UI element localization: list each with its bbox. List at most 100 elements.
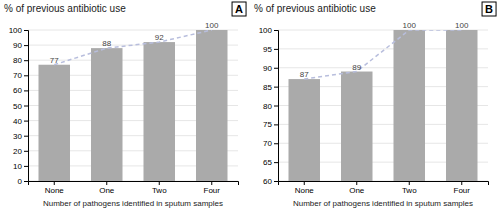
y-tick: 65: [263, 158, 278, 167]
x-tick-mark: [54, 181, 55, 185]
y-tick: 50: [13, 102, 28, 111]
y-tick-mark: [24, 30, 28, 31]
y-tick-label: 65: [263, 158, 272, 167]
y-tick: 20: [13, 147, 28, 156]
x-tick-mark: [304, 181, 305, 185]
y-tick: 40: [13, 117, 28, 126]
x-tick: None: [295, 181, 315, 195]
y-tick: 95: [263, 45, 278, 54]
bar: [394, 30, 426, 181]
y-tick-label: 90: [13, 41, 22, 50]
y-tick: 75: [263, 120, 278, 129]
chart-root: 778892100 0 10 20 30 40 50 60 70 80 90 100 None One Tw…: [0, 0, 500, 211]
y-tick-mark: [274, 162, 278, 163]
y-tick-label: 95: [263, 45, 272, 54]
y-tick-label: 30: [13, 132, 22, 141]
title: % of previous antibiotic use: [254, 3, 376, 14]
y-tick-label: 50: [13, 102, 22, 111]
x-tick-mark: [356, 181, 357, 185]
y-tick-mark: [274, 68, 278, 69]
bar: [144, 42, 176, 181]
y-tick-label: 60: [13, 86, 22, 95]
y-tick-label: 90: [263, 64, 272, 73]
data-label: 87: [300, 70, 309, 79]
x-axis-line: [29, 182, 239, 186]
panel-label-group: A: [232, 2, 246, 16]
marks: [39, 30, 228, 181]
x-tick-label: Four: [454, 186, 471, 195]
y-tick-mark: [274, 124, 278, 125]
x-axis-title: Number of pathogens identified in sputum…: [43, 199, 223, 208]
x-tick: Two: [152, 181, 167, 195]
data-label: 100: [455, 21, 469, 30]
y-tick: 85: [263, 83, 278, 92]
x-axis: None One Two Four: [279, 181, 489, 195]
x-tick: One: [349, 181, 365, 195]
y-tick-mark: [24, 166, 28, 167]
y-tick-mark: [24, 121, 28, 122]
panel: 7788921000102030405060708090100NoneOneTw…: [4, 2, 246, 208]
x-tick-label: Two: [402, 186, 417, 195]
bar: [289, 79, 321, 181]
y-tick-mark: [24, 45, 28, 46]
x-tick-label: Two: [152, 186, 167, 195]
y-tick-mark: [274, 181, 278, 182]
y-tick-label: 100: [259, 26, 273, 35]
panel-label-box: [482, 2, 496, 16]
y-tick-mark: [24, 151, 28, 152]
x-tick-mark: [106, 181, 107, 185]
x-tick-mark: [461, 181, 462, 185]
bar: [341, 72, 373, 181]
data-label: 89: [352, 63, 361, 72]
y-tick-mark: [24, 136, 28, 137]
x-tick-mark: [159, 181, 160, 185]
y-tick-label: 80: [13, 56, 22, 65]
x-tick-label: Four: [204, 186, 221, 195]
y-tick: 0: [18, 177, 28, 186]
y-tick: 60: [263, 177, 278, 186]
y-tick: 90: [263, 64, 278, 73]
data-labels: 8789100100: [300, 21, 469, 79]
plot: 87891001006065707580859095100NoneOneTwoF…: [254, 3, 489, 211]
panel-label-box: [232, 2, 246, 16]
y-tick-mark: [24, 181, 28, 182]
y-tick-mark: [274, 49, 278, 50]
y-tick: 10: [13, 162, 28, 171]
y-tick-mark: [24, 75, 28, 76]
marks: [289, 30, 478, 181]
y-tick-label: 10: [13, 162, 22, 171]
y-axis-line: [274, 31, 279, 182]
title: % of previous antibiotic use: [4, 3, 126, 14]
x-tick-label: None: [295, 186, 315, 195]
x-tick-mark: [211, 181, 212, 185]
y-tick-mark: [274, 87, 278, 88]
plot: 7788921000102030405060708090100NoneOneTw…: [4, 3, 239, 208]
x-tick: Four: [454, 181, 471, 195]
bar: [91, 48, 123, 181]
y-tick: 60: [13, 86, 28, 95]
y-tick-label: 40: [13, 117, 22, 126]
y-tick-mark: [274, 106, 278, 107]
data-label: 92: [155, 33, 164, 42]
x-axis: None One Two Four: [29, 181, 239, 195]
y-axis: 6065707580859095100: [259, 26, 279, 186]
y-tick-label: 70: [263, 139, 272, 148]
data-label: 77: [50, 56, 59, 65]
y-tick: 70: [13, 71, 28, 80]
x-tick: None: [45, 181, 65, 195]
data-labels: 778892100: [50, 21, 219, 65]
y-tick: 80: [13, 56, 28, 65]
y-axis: 0102030405060708090100: [9, 26, 29, 186]
y-tick: 70: [263, 139, 278, 148]
x-tick-label: One: [99, 186, 115, 195]
y-tick-mark: [274, 143, 278, 144]
x-axis-line: [279, 182, 489, 186]
y-tick-mark: [24, 90, 28, 91]
trend-line: [304, 30, 462, 79]
bar: [446, 30, 478, 181]
y-tick-label: 0: [18, 177, 23, 186]
panel-label: B: [485, 3, 493, 15]
trend-line: [54, 30, 212, 65]
panel-label: A: [235, 3, 243, 15]
y-tick: 90: [13, 41, 28, 50]
